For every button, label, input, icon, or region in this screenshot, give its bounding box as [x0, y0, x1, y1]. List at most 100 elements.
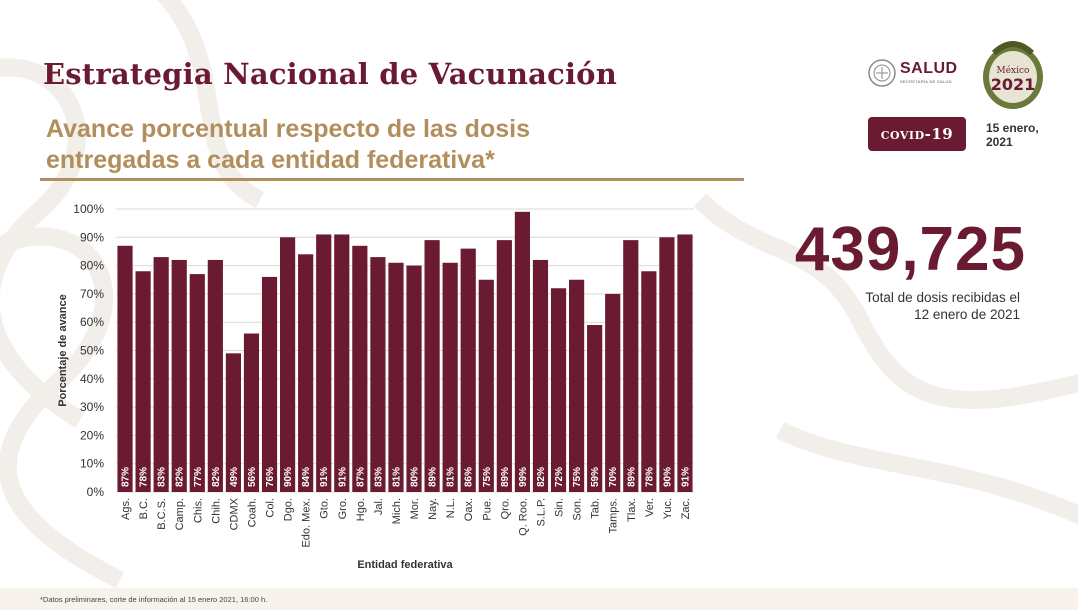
bar-data-label: 80% [410, 467, 421, 487]
x-tick-label: Son. [572, 498, 584, 521]
x-tick-label: Jal. [373, 498, 385, 515]
salud-emblem-icon [868, 59, 896, 87]
x-tick-label: Q. Roo. [517, 498, 529, 536]
total-doses-caption-line-2: 12 enero de 2021 [914, 307, 1020, 322]
bar [623, 240, 639, 492]
x-axis-title: Entidad federativa [357, 559, 453, 571]
chart-bars [117, 211, 693, 492]
bar [424, 240, 440, 492]
x-tick-label: Gto. [319, 498, 331, 519]
bar [261, 276, 278, 492]
bar-data-label: 75% [572, 467, 583, 487]
footnote: *Datos preliminares, corte de informació… [40, 595, 268, 604]
x-tick-label: Ags. [120, 498, 132, 520]
bar-data-label: 91% [337, 467, 348, 487]
report-date: 15 enero, 2021 [986, 121, 1056, 149]
y-tick-label: 10% [80, 457, 104, 471]
bar-data-label: 87% [121, 467, 132, 487]
y-tick-label: 40% [80, 372, 104, 386]
x-tick-label: Tlax. [626, 498, 638, 522]
page-subtitle: Avance porcentual respecto de las dosis … [46, 114, 530, 176]
bar-data-label: 84% [301, 467, 312, 487]
x-tick-label: Mor. [409, 498, 421, 519]
bar [587, 325, 603, 492]
x-tick-label: Coah. [246, 498, 258, 527]
x-tick-label: Tamps. [608, 498, 620, 533]
bar-data-label: 49% [229, 467, 240, 487]
x-tick-label: B.C. [138, 498, 150, 519]
covid-badge: COVID-19 [868, 117, 966, 151]
x-tick-label: Ver. [644, 498, 656, 517]
y-tick-label: 100% [73, 202, 104, 216]
x-tick-label: Camp. [174, 498, 186, 530]
bar [298, 254, 314, 492]
x-tick-label: Dgo. [283, 498, 295, 521]
bar-data-label: 86% [464, 467, 475, 487]
x-tick-label: Chih. [210, 498, 222, 524]
bar-data-label: 72% [554, 467, 565, 487]
bar-data-label: 82% [175, 467, 186, 487]
bar [135, 271, 151, 492]
title-divider [40, 178, 744, 181]
y-tick-label: 60% [80, 315, 104, 329]
x-tick-label: Qro. [499, 498, 511, 519]
x-tick-label: Nay. [427, 498, 439, 520]
bar [388, 262, 404, 492]
report-date-line-1: 15 enero, [986, 121, 1039, 135]
bar [189, 274, 205, 492]
bar-data-label: 89% [626, 467, 637, 487]
covid-badge-main: COVID [880, 129, 925, 142]
total-doses-caption-line-1: Total de dosis recibidas el [865, 290, 1020, 305]
bar-data-label: 76% [265, 467, 276, 487]
bar-data-label: 78% [139, 467, 150, 487]
y-tick-label: 20% [80, 428, 104, 442]
x-axis-ticks: Ags. B.C. B.C.S. Camp. Chis. Chih. CDMX Coah. Co… [120, 497, 692, 547]
bar [460, 248, 476, 492]
bar [316, 234, 332, 492]
bar-data-label: 89% [428, 467, 439, 487]
bar-data-label: 77% [193, 467, 204, 487]
bar [243, 333, 260, 492]
salud-logo-text: SALUD [900, 60, 958, 77]
mexico-2021-seal-icon: México 2021 [983, 41, 1043, 109]
bar-data-label: 90% [662, 467, 673, 487]
bar [153, 257, 169, 492]
bar [117, 245, 133, 492]
y-tick-label: 80% [80, 259, 104, 273]
bar-data-label: 90% [283, 467, 294, 487]
x-tick-label: S.L.P. [535, 498, 547, 527]
bar [171, 259, 187, 492]
bar [641, 271, 657, 492]
bar [406, 265, 422, 492]
page-title: Estrategia Nacional de Vacunación [43, 57, 617, 91]
x-tick-label: Col. [265, 498, 277, 518]
bar [225, 353, 241, 492]
x-tick-label: Hgo. [355, 498, 367, 521]
bar-data-labels: 87% 78% 83% 82% 77% 82% 49% 56% 76% 90% 84% 91% 91% 8… [121, 467, 692, 487]
x-tick-label: Zac. [680, 498, 692, 519]
bar [677, 234, 693, 492]
bar-data-label: 82% [211, 467, 222, 487]
seal-text-line1: México [997, 65, 1030, 76]
x-tick-label: Yuc. [662, 498, 674, 519]
bar-data-label: 81% [391, 467, 402, 487]
x-tick-label: Edo. Mex. [301, 498, 313, 548]
y-tick-label: 50% [80, 344, 104, 358]
x-tick-label: Tab. [590, 498, 602, 519]
bar [352, 245, 368, 492]
total-doses-value: 439,725 [794, 215, 1026, 284]
bar [569, 279, 585, 492]
bar [442, 262, 458, 492]
x-tick-label: Chis. [192, 498, 204, 523]
bar [334, 234, 350, 492]
bar [370, 257, 386, 492]
bar-data-label: 89% [500, 467, 511, 487]
bar [280, 237, 296, 492]
report-date-line-2: 2021 [986, 135, 1013, 149]
x-tick-label: B.C.S. [156, 498, 168, 530]
bar [659, 237, 675, 492]
x-tick-label: Gro. [337, 498, 349, 519]
bar-data-label: 81% [446, 467, 457, 487]
